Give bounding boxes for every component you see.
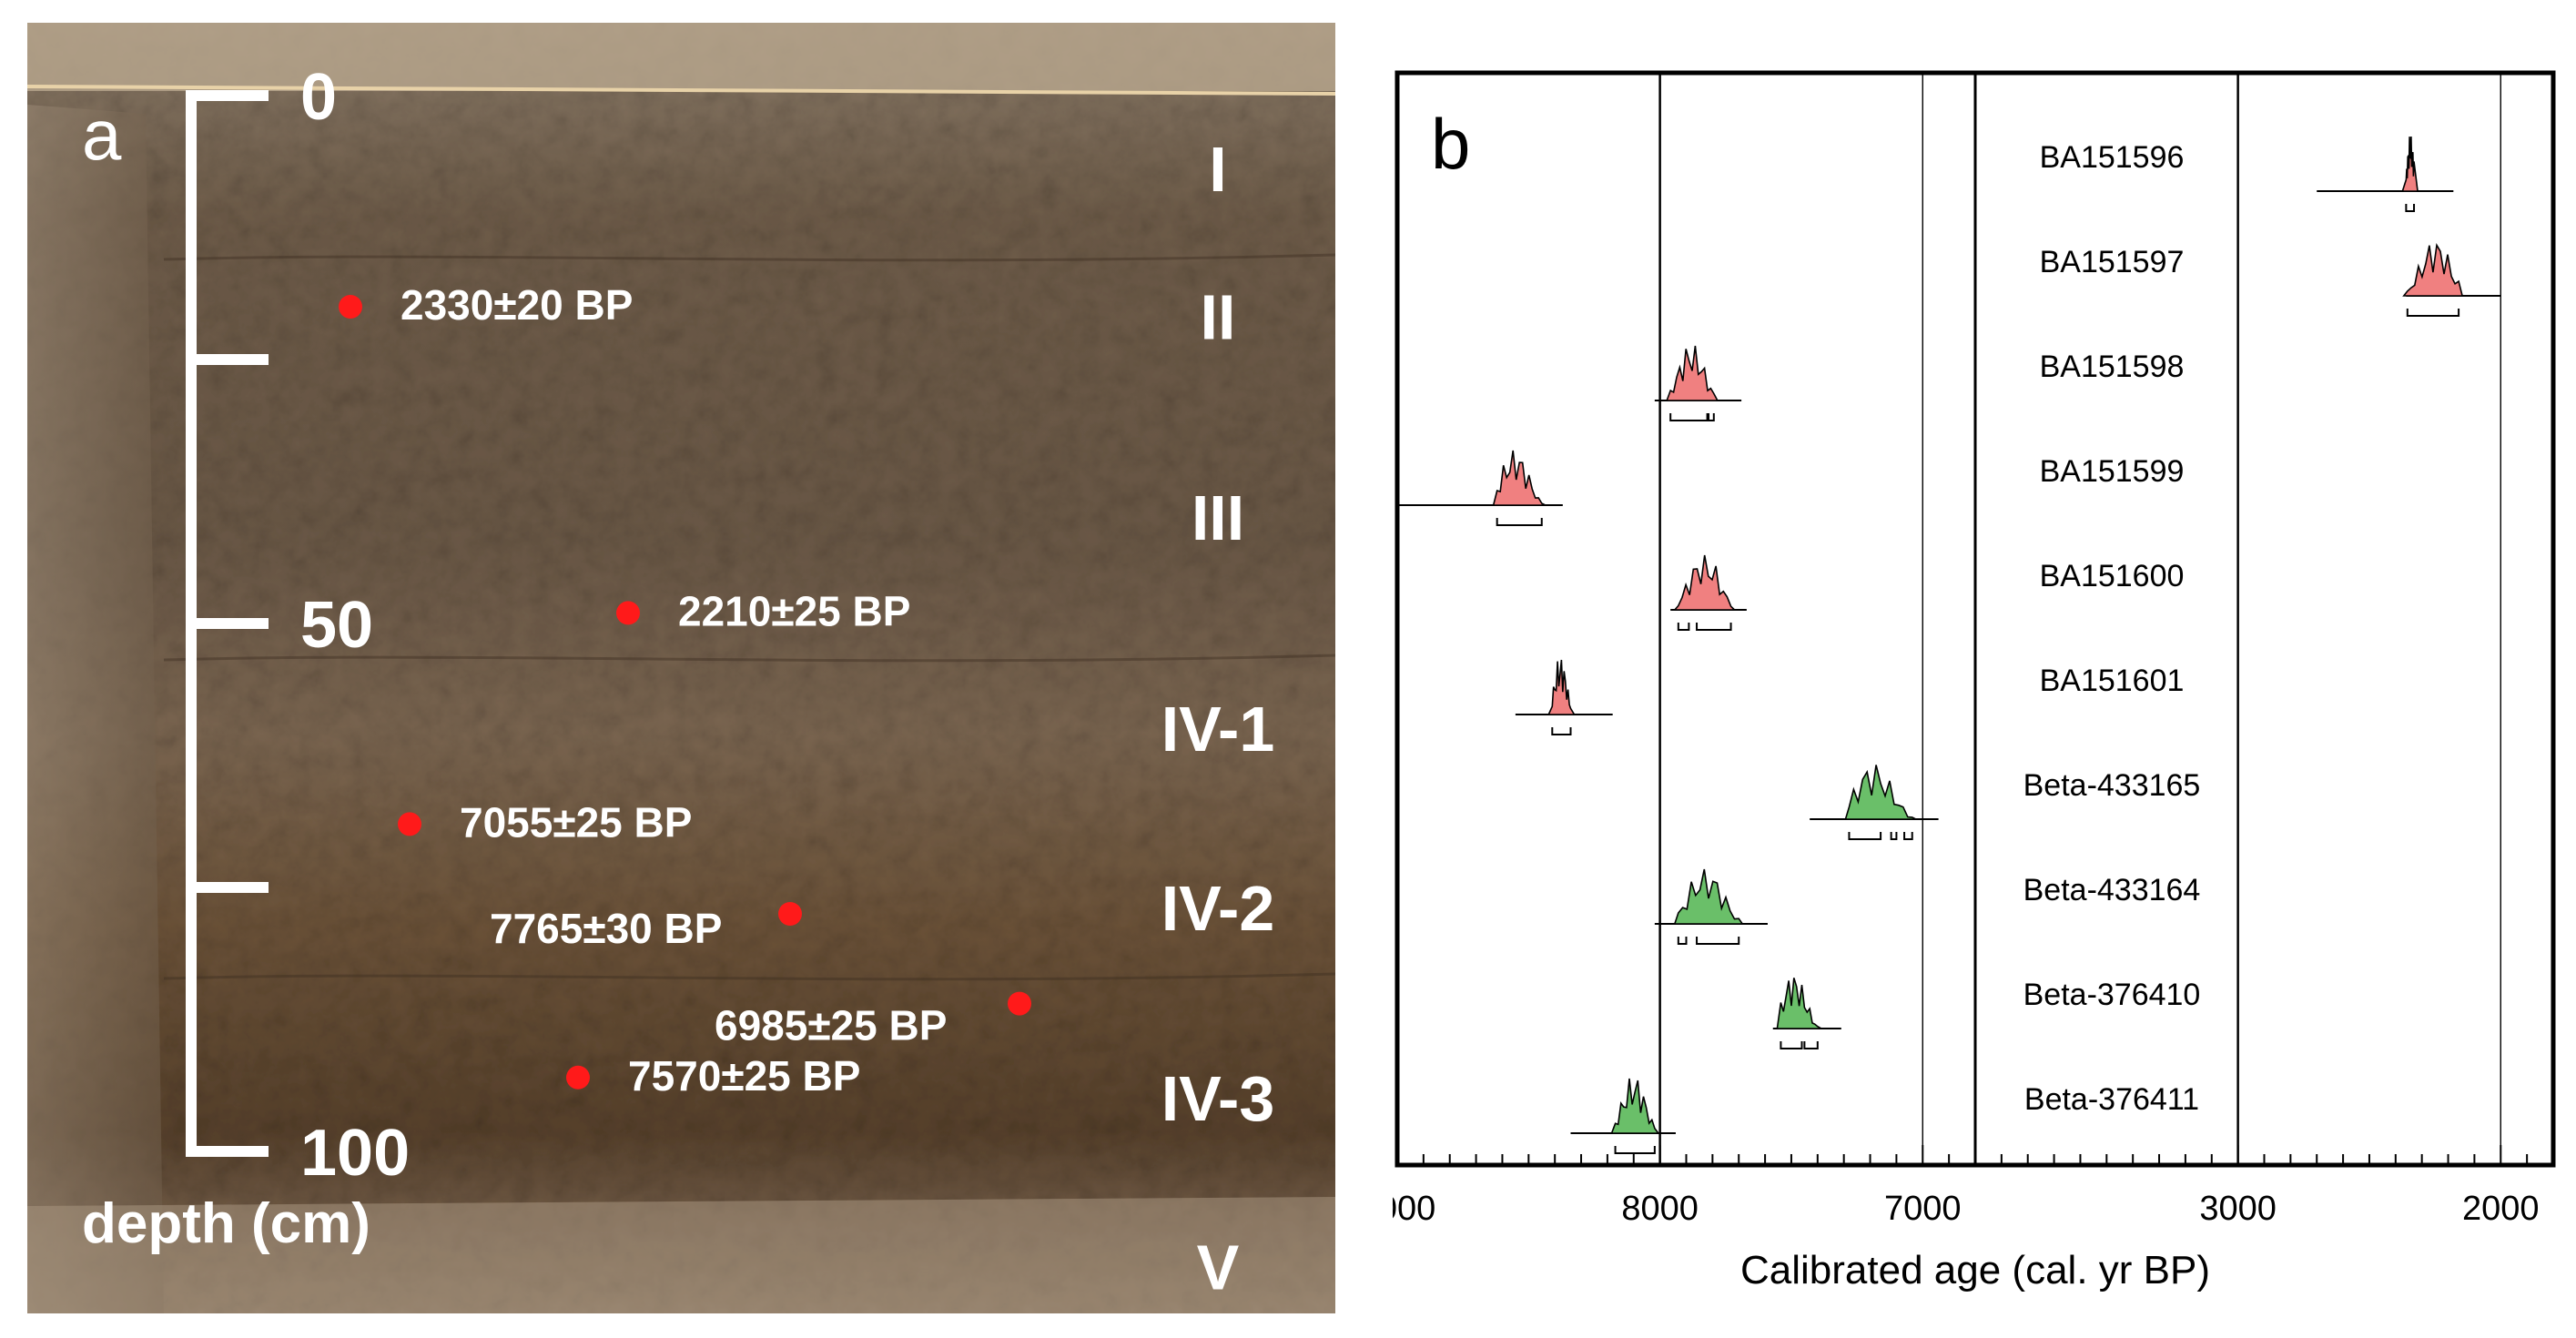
sample-markers: 2330±20 BP 2210±25 BP 7055±25 BP 7765±30 BP… <box>339 281 1031 1100</box>
sample-dot <box>398 812 421 836</box>
layer-label: IV-3 <box>1161 1063 1275 1134</box>
probability-distribution <box>2401 136 2419 192</box>
sample-age-label: 2330±20 BP <box>401 281 633 329</box>
layer-label: V <box>1197 1232 1240 1303</box>
x-tick-label: 3000 <box>2199 1190 2277 1228</box>
range-bracket <box>1696 623 1732 631</box>
layer-label: II <box>1201 282 1236 353</box>
sample-age-label: 7570±25 BP <box>628 1052 860 1100</box>
sample-age-label: 6985±25 BP <box>715 1002 947 1049</box>
sample-name: Beta-376411 <box>2024 1082 2199 1117</box>
depth-tick-label: 0 <box>300 61 337 134</box>
range-bracket <box>1677 937 1688 945</box>
probability-distribution <box>2402 243 2464 297</box>
sample-name: Beta-433165 <box>2023 768 2201 803</box>
range-bracket <box>1696 937 1740 945</box>
range-bracket <box>1903 832 1913 840</box>
probability-distribution <box>1666 345 1719 401</box>
sample-name: BA151597 <box>2040 245 2185 279</box>
range-bracket <box>2406 309 2460 317</box>
layer-label: IV-1 <box>1161 694 1275 765</box>
sample-name: BA151599 <box>2040 454 2185 489</box>
sample-dot <box>1008 991 1031 1016</box>
range-bracket <box>1890 832 1898 840</box>
sample-dot <box>616 601 640 625</box>
range-bracket <box>1669 413 1709 421</box>
x-tick-label: 7000 <box>1884 1190 1962 1228</box>
probability-distribution <box>1547 659 1576 715</box>
probability-distribution <box>1776 978 1824 1029</box>
x-tick-label: 9000 <box>1393 1190 1435 1228</box>
depth-tick-label: 50 <box>300 589 373 662</box>
layer-label: I <box>1209 134 1226 205</box>
range-bracket <box>2405 204 2416 212</box>
x-axis-label: Calibrated age (cal. yr BP) <box>1740 1248 2210 1292</box>
depth-scale-bar: 0 50 100 <box>186 61 410 1190</box>
x-tick-label: 8000 <box>1621 1190 1699 1228</box>
sample-age-label: 2210±25 BP <box>678 587 910 634</box>
calibrated-age-chart: b 90008000700030002000 BA151596BA151597B… <box>1359 68 2567 1324</box>
depth-axis-label: depth (cm) <box>82 1192 370 1255</box>
soil-profile-photo: 0 50 100 a depth (cm) I II III IV-1 IV-2 IV-3 V … <box>26 23 1336 1313</box>
chart-svg: b 90008000700030002000 BA151596BA151597B… <box>1359 70 2556 1292</box>
layer-label: III <box>1192 482 1244 553</box>
probability-distribution <box>1492 450 1547 506</box>
sample-name: Beta-433164 <box>2023 873 2201 907</box>
sample-dot <box>778 902 802 926</box>
sample-dot <box>339 295 362 319</box>
probability-distribution <box>1610 1078 1660 1134</box>
range-bracket <box>1780 1041 1803 1049</box>
sample-distributions: BA151596 BA151597 BA151598 BA151599 BA151600… <box>1397 136 2501 1154</box>
sample-age-label: 7055±25 BP <box>460 798 692 846</box>
x-axis: 9000 8000 7000 3000 2000 <box>1359 73 2554 1228</box>
sample-dot <box>566 1065 590 1090</box>
sample-name: BA151600 <box>2040 559 2185 593</box>
probability-distribution <box>1673 554 1737 611</box>
depth-tick-label: 100 <box>300 1117 410 1190</box>
range-bracket <box>1803 1041 1819 1049</box>
layer-label: IV-2 <box>1161 873 1275 944</box>
range-bracket <box>1496 518 1543 526</box>
range-bracket <box>1551 727 1572 735</box>
range-bracket <box>1708 413 1715 421</box>
sample-name: Beta-376410 <box>2023 978 2201 1012</box>
sample-name: BA151596 <box>2040 140 2185 175</box>
range-bracket <box>1677 623 1690 631</box>
probability-distribution <box>1844 765 1917 820</box>
sample-age-label: 7765±30 BP <box>490 905 722 952</box>
probability-distribution <box>1673 868 1744 925</box>
panel-letter-a: a <box>82 95 122 175</box>
panel-letter-b: b <box>1431 104 1470 184</box>
sample-name: BA151598 <box>2040 350 2185 384</box>
x-tick-label: 2000 <box>2462 1190 2540 1228</box>
range-bracket <box>1614 1146 1656 1154</box>
range-bracket <box>1848 832 1882 840</box>
sample-name: BA151601 <box>2040 664 2185 698</box>
